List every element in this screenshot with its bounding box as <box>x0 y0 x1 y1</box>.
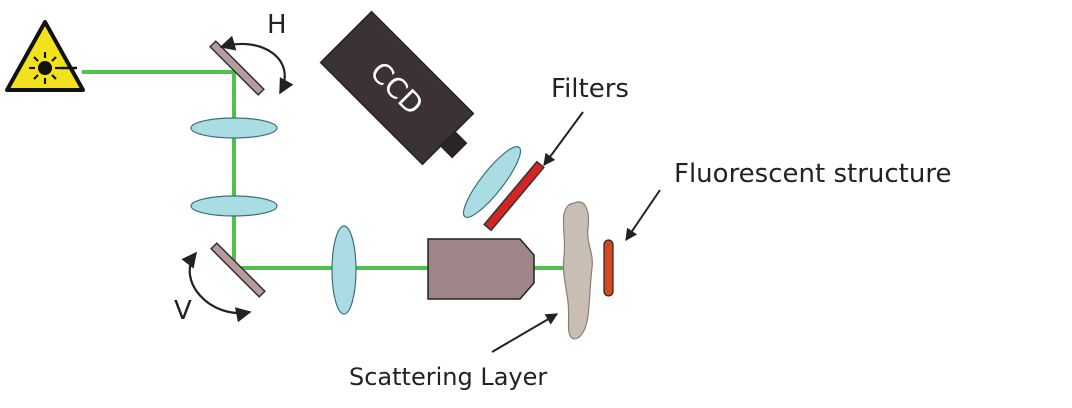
microscope-objective <box>427 238 535 300</box>
imaging-lens <box>462 146 522 218</box>
tube-lens <box>331 225 357 315</box>
scatter-pointer-arrow <box>491 313 559 353</box>
rotation-arrow-v <box>181 251 252 323</box>
emission-filter <box>483 160 545 232</box>
label-fluorescent-structure: Fluorescent structure <box>674 159 951 189</box>
label-h: H <box>267 10 287 40</box>
laser-beam <box>82 70 590 270</box>
fluorescent-pointer-arrow <box>625 189 661 241</box>
ccd-camera-port <box>439 130 468 159</box>
label-filters: Filters <box>551 74 629 104</box>
ccd-camera: CCD <box>319 10 475 166</box>
relay-lens-lower <box>190 195 278 217</box>
scattering-layer <box>562 201 593 340</box>
rotation-arrow-h <box>219 35 294 95</box>
fluorescent-structure <box>603 239 614 297</box>
relay-lens-upper <box>190 117 278 139</box>
label-v: V <box>174 296 192 326</box>
scan-mirror-top <box>209 40 265 96</box>
beam-path <box>82 70 590 270</box>
label-scattering-layer: Scattering Layer <box>349 363 547 391</box>
filters-pointer-arrow <box>543 111 584 166</box>
laser-warning-icon <box>5 20 85 92</box>
